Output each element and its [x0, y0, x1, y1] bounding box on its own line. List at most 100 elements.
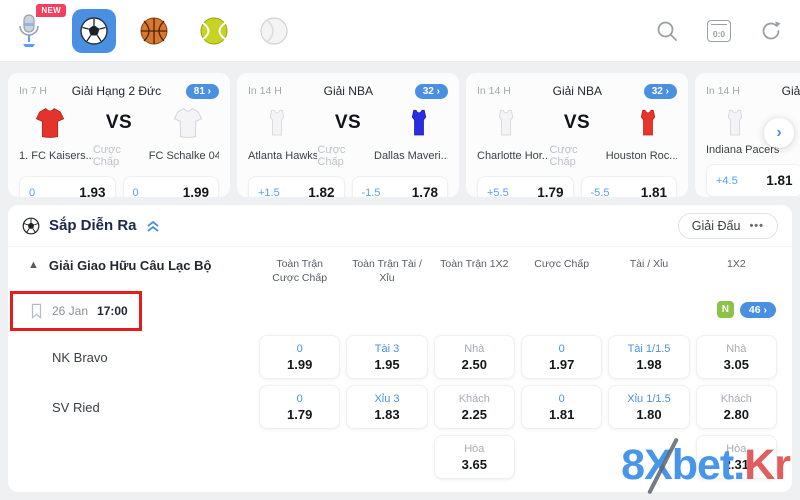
bet-cell[interactable]: Nhà 3.05	[695, 335, 777, 380]
away-jersey-icon	[411, 109, 427, 136]
bet-odds: 1.95	[374, 356, 400, 372]
market-count-badge[interactable]: 32 ›	[643, 83, 677, 99]
bet-label: 0	[296, 342, 303, 355]
match-start-time: In 7 H	[19, 85, 48, 97]
away-odds-button[interactable]: -1.5 1.78	[351, 176, 448, 197]
refresh-icon	[762, 21, 781, 39]
bookmark-icon[interactable]	[30, 303, 43, 320]
bet-odds: 1.79	[287, 406, 313, 422]
featured-matches-carousel: In 7 H Giải Hạng 2 Đức 81 › VS 1. FC Kai…	[8, 73, 800, 197]
bet-label: Xỉu 1/1.5	[627, 392, 671, 405]
vs-label: VS	[563, 112, 591, 133]
table-row: NK Bravo 0 1.99 Tài 3 1.95 Nhà 2.50 0 1.…	[8, 335, 792, 380]
away-handicap: 0	[132, 186, 139, 198]
bet-cell[interactable]: Khách 2.80	[695, 385, 777, 430]
match-start-time: In 14 H	[706, 85, 740, 97]
away-jersey-icon	[640, 109, 656, 136]
home-jersey-icon	[498, 109, 514, 136]
league-filter-label: Giải Đấu	[691, 218, 741, 233]
home-odds-value: 1.82	[308, 185, 335, 197]
microphone-icon	[19, 13, 39, 47]
match-card[interactable]: In 14 H Giải NBA 32 › VS Atlanta Hawks C…	[237, 73, 459, 197]
bet-cell[interactable]: Xỉu 3 1.83	[346, 385, 428, 430]
bet-label: 0	[558, 342, 565, 355]
bet-cell[interactable]: 0 1.99	[259, 335, 341, 380]
league-name: Giải NBA	[781, 84, 800, 98]
new-match-badge: N	[716, 301, 734, 319]
bet-cell[interactable]: Tài 3 1.95	[346, 335, 428, 380]
market-count-badge[interactable]: 46 ›	[739, 301, 776, 318]
new-badge: NEW	[36, 3, 66, 17]
home-odds-value: 1.81	[766, 173, 793, 188]
match-card[interactable]: In 7 H Giải Hạng 2 Đức 81 › VS 1. FC Kai…	[8, 73, 230, 197]
home-handicap: +5.5	[487, 186, 509, 198]
bet-odds: 3.05	[723, 356, 749, 372]
esports-mic-button[interactable]: NEW	[16, 3, 66, 51]
home-odds-button[interactable]: +5.5 1.79	[477, 176, 574, 197]
refresh-button[interactable]	[758, 18, 784, 44]
bet-label: 0	[558, 392, 565, 405]
bet-odds: 2.31	[723, 456, 749, 472]
away-odds-value: 1.81	[640, 185, 667, 197]
bet-odds: 2.80	[723, 406, 749, 422]
site-watermark: 8Xbet.Kr	[621, 437, 791, 495]
carousel-next-button[interactable]: ›	[764, 118, 794, 148]
bet-cell[interactable]: Tài 1/1.5 1.98	[608, 335, 690, 380]
bet-label: Khách	[720, 392, 752, 405]
search-button[interactable]	[654, 18, 680, 44]
live-score-button[interactable]: 0:0	[706, 18, 732, 44]
away-odds-button[interactable]: 0 1.99	[122, 176, 219, 198]
football-icon	[80, 16, 108, 45]
home-odds-button[interactable]: +4.5 1.81	[706, 164, 800, 197]
team-name: NK Bravo	[52, 349, 108, 365]
bet-cell[interactable]: 0 1.97	[521, 335, 603, 380]
bet-label: 0	[296, 392, 303, 405]
match-date: 26 Jan	[52, 304, 89, 319]
top-navigation: NEW 0:	[0, 0, 800, 62]
bet-cell[interactable]: 0 1.79	[259, 385, 341, 430]
watermark-main-text: 8Xbet.	[621, 441, 745, 489]
bet-cell[interactable]: Khách 2.25	[433, 385, 515, 430]
column-header: Toàn Trận Tài / Xỉu	[352, 258, 422, 284]
home-handicap: +4.5	[716, 174, 738, 187]
away-odds-button[interactable]: -5.5 1.81	[580, 176, 677, 198]
league-filter-button[interactable]: Giải Đấu •••	[677, 212, 778, 239]
bet-cell[interactable]: Hòa 2.31	[695, 435, 777, 480]
bet-cell[interactable]: Hòa 3.65	[433, 435, 515, 480]
home-odds-button[interactable]: 0 1.93	[19, 176, 116, 197]
score-icon-text: 0:0	[712, 28, 726, 39]
bet-cell[interactable]: 0 1.81	[521, 385, 603, 430]
bet-cell[interactable]: Nhà 2.50	[433, 335, 515, 380]
search-icon	[657, 21, 677, 41]
collapse-double-chevron-up-icon[interactable]	[146, 219, 160, 233]
bet-odds: 2.25	[461, 406, 487, 422]
tab-basketball[interactable]	[132, 9, 176, 53]
collapse-caret-icon[interactable]: ▲	[28, 258, 39, 271]
market-count-badge[interactable]: 81 ›	[185, 83, 219, 99]
bet-odds: 1.99	[287, 356, 313, 372]
column-header: Tài / Xỉu	[629, 258, 669, 270]
match-card[interactable]: In 14 H Giải NBA 32 › VS Indiana Pacers …	[695, 73, 800, 197]
match-card[interactable]: In 14 H Giải NBA 32 › VS Charlotte Hor..…	[466, 73, 688, 197]
away-handicap: -5.5	[590, 186, 610, 198]
vs-label: VS	[105, 112, 133, 133]
league-name: Giải Hạng 2 Đức	[71, 84, 162, 98]
column-header: Toàn Trận Cược Chấp	[272, 258, 328, 284]
upcoming-section: Sắp Diễn Ra Giải Đấu ••• ▲ Giải Giao Hữu…	[8, 205, 792, 492]
score-calendar-icon: 0:0	[707, 19, 731, 42]
away-team-name: Houston Roc...	[605, 150, 677, 162]
away-odds-value: 1.78	[411, 185, 438, 197]
league-name: Giải NBA	[323, 84, 373, 98]
bet-cell[interactable]: Xỉu 1/1.5 1.80	[608, 385, 690, 430]
home-odds-button[interactable]: +1.5 1.82	[248, 176, 345, 197]
bet-label: Nhà	[726, 342, 747, 355]
tab-tennis[interactable]	[192, 9, 236, 53]
column-header: Cược Chấp	[534, 258, 590, 270]
market-count-badge[interactable]: 32 ›	[414, 83, 448, 99]
tab-football[interactable]	[72, 8, 116, 53]
tab-baseball[interactable]	[252, 9, 296, 53]
tennis-icon	[200, 17, 228, 44]
league-name: Giải NBA	[552, 84, 602, 98]
home-odds-value: 1.79	[537, 185, 564, 197]
section-header: Sắp Diễn Ra Giải Đấu •••	[8, 205, 792, 247]
